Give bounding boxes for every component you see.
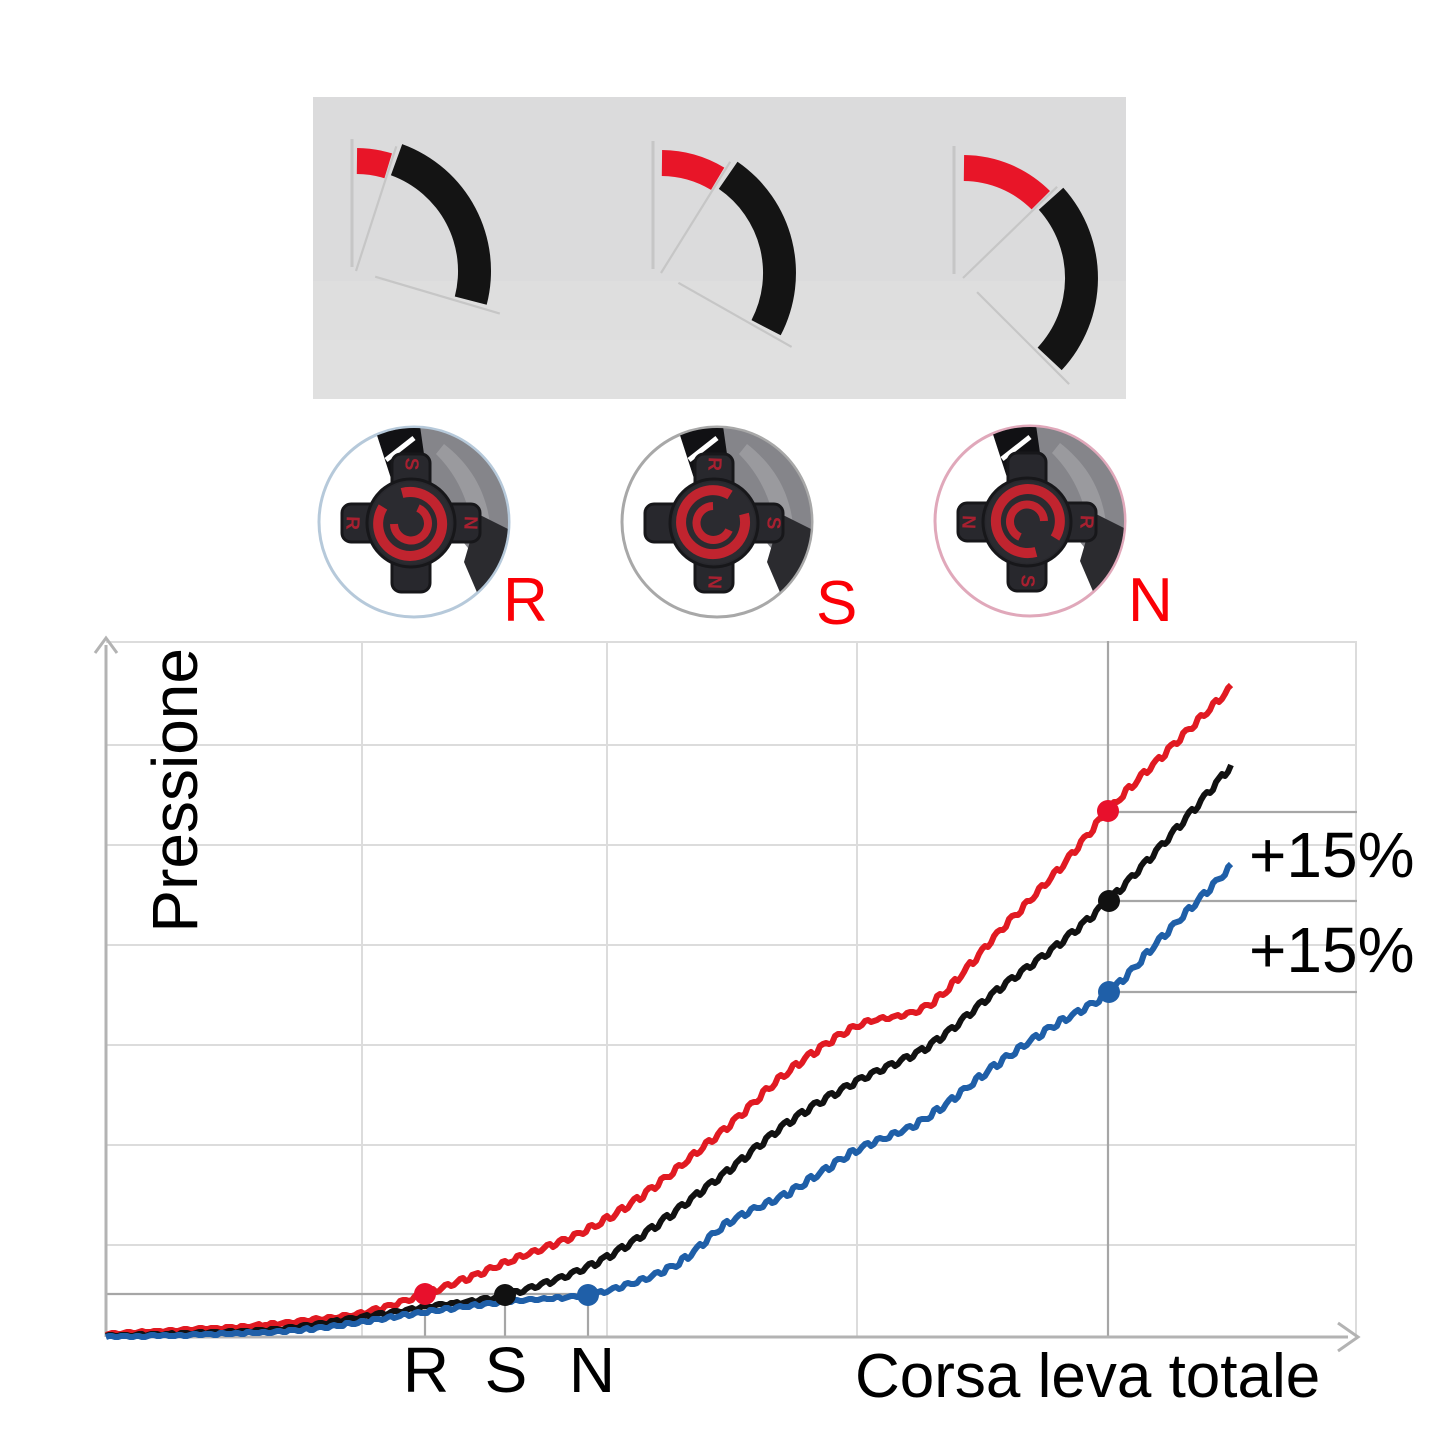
svg-text:Pressione: Pressione xyxy=(139,648,211,933)
svg-text:+15%: +15% xyxy=(1249,819,1414,891)
svg-text:S: S xyxy=(762,516,783,529)
svg-text:S: S xyxy=(485,1334,528,1406)
svg-text:N: N xyxy=(459,516,480,530)
svg-text:S: S xyxy=(816,569,857,638)
svg-text:R: R xyxy=(341,516,362,531)
svg-text:N: N xyxy=(703,575,724,589)
svg-text:S: S xyxy=(400,457,421,470)
svg-text:N: N xyxy=(569,1334,615,1406)
svg-text:S: S xyxy=(1016,574,1037,587)
svg-text:R: R xyxy=(503,566,548,635)
svg-text:R: R xyxy=(1075,515,1096,530)
svg-text:Corsa leva totale: Corsa leva totale xyxy=(855,1342,1320,1411)
svg-text:N: N xyxy=(1128,566,1173,635)
svg-text:R: R xyxy=(403,1334,449,1406)
svg-text:+15%: +15% xyxy=(1249,914,1414,986)
svg-text:N: N xyxy=(957,515,978,529)
svg-text:R: R xyxy=(703,457,724,472)
